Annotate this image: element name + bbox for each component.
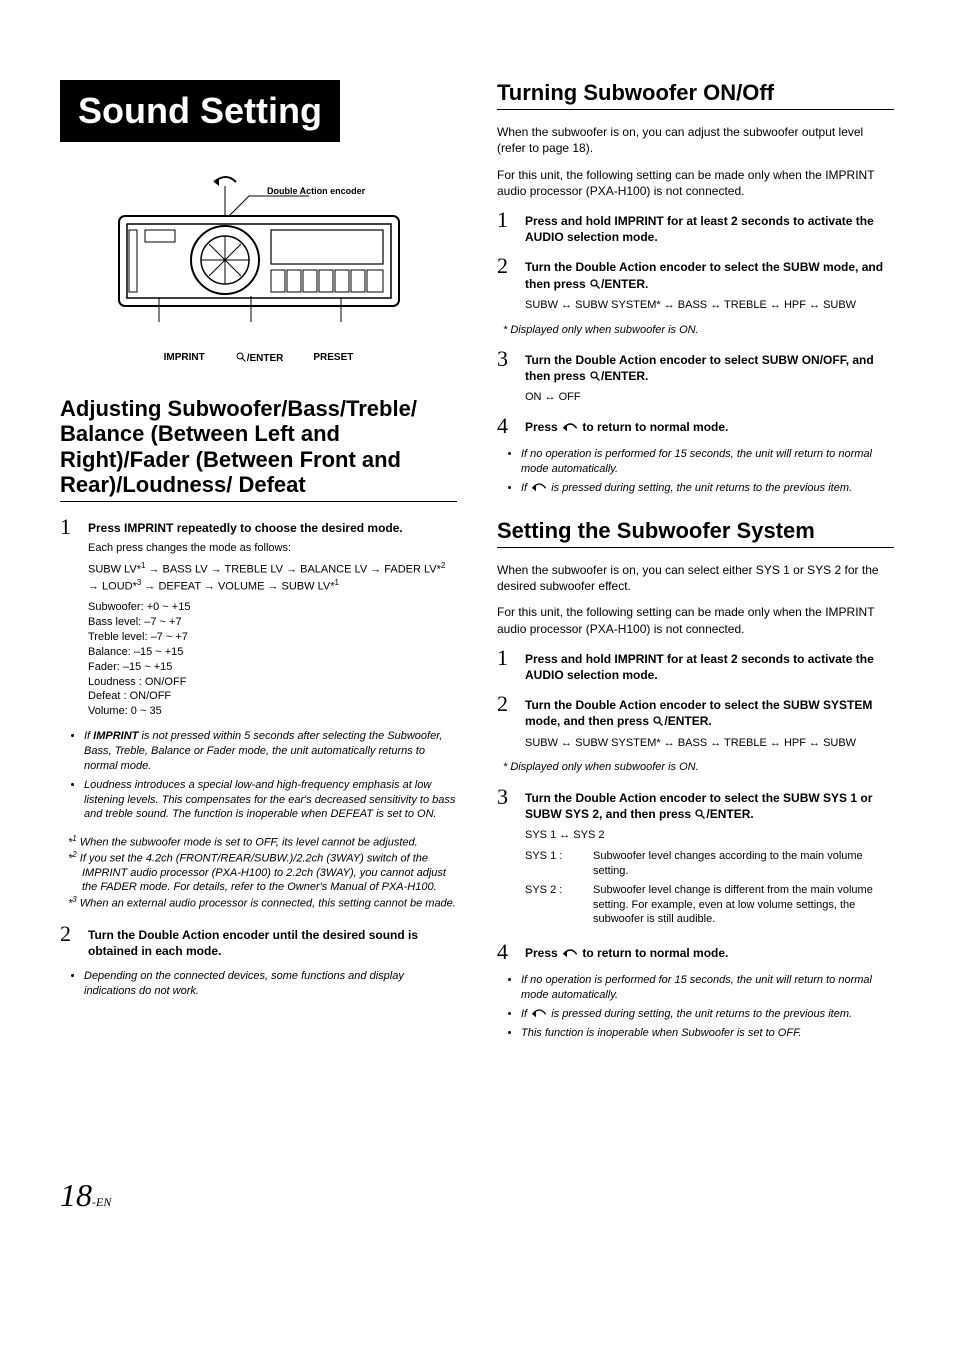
- step-title: Press to return to normal mode.: [525, 941, 894, 963]
- device-diagram: Double Action encoder: [60, 172, 457, 366]
- rightB-step-1: 1 Press and hold IMPRINT for at least 2 …: [497, 647, 894, 683]
- rightA-step-1: 1 Press and hold IMPRINT for at least 2 …: [497, 209, 894, 245]
- rightB-notes: If no operation is performed for 15 seco…: [497, 973, 894, 1040]
- back-arrow-icon: [530, 1007, 548, 1019]
- note-item: If IMPRINT is not pressed within 5 secon…: [84, 729, 457, 774]
- footnote-item: *1 When the subwoofer mode is set to OFF…: [68, 834, 457, 850]
- back-arrow-icon: [530, 481, 548, 493]
- diagram-bottom-labels: IMPRINT /ENTER PRESET: [60, 351, 457, 366]
- step-body: Turn the Double Action encoder to select…: [525, 693, 894, 750]
- back-arrow-icon: [561, 947, 579, 959]
- step-number: 3: [497, 786, 515, 931]
- rightB-step-4: 4 Press to return to normal mode.: [497, 941, 894, 963]
- range-list: Subwoofer: +0 ~ +15 Bass level: –7 ~ +7 …: [88, 600, 457, 719]
- def-val: Subwoofer level change is different from…: [593, 883, 894, 928]
- step-body: Turn the Double Action encoder until the…: [88, 923, 457, 959]
- step-number: 1: [497, 647, 515, 683]
- left-column: Sound Setting Double Action encoder: [60, 80, 457, 1053]
- mode-sequence: SUBW LV*1 → BASS LV → TREBLE LV → BALANC…: [88, 561, 457, 594]
- def-key: SYS 2 :: [525, 883, 583, 928]
- step-body: Turn the Double Action encoder to select…: [525, 786, 894, 931]
- note-item: This function is inoperable when Subwoof…: [521, 1026, 894, 1041]
- step-body: Turn the Double Action encoder to select…: [525, 255, 894, 312]
- mode-sequence: SUBW ↔ SUBW SYSTEM* ↔ BASS ↔ TREBLE ↔ HP…: [525, 298, 894, 313]
- footnote-item: *2 If you set the 4.2ch (FRONT/REAR/SUBW…: [68, 850, 457, 895]
- back-arrow-icon: [561, 421, 579, 433]
- def-val: Subwoofer level changes according to the…: [593, 849, 894, 879]
- rightA-heading: Turning Subwoofer ON/Off: [497, 80, 894, 110]
- note-item: If is pressed during setting, the unit r…: [521, 1007, 894, 1022]
- mode-sequence: SYS 1 ↔ SYS 2: [525, 828, 894, 843]
- magnify-icon: [235, 351, 247, 363]
- diagram-label-imprint: IMPRINT: [164, 351, 205, 366]
- note-item: Depending on the connected devices, some…: [84, 969, 457, 999]
- rightA-step-3: 3 Turn the Double Action encoder to sele…: [497, 348, 894, 405]
- rightA-intro2: For this unit, the following setting can…: [497, 167, 894, 199]
- page-columns: Sound Setting Double Action encoder: [60, 80, 894, 1053]
- magnify-icon: [589, 278, 601, 290]
- left-footnotes: *1 When the subwoofer mode is set to OFF…: [60, 834, 457, 910]
- step-title: Turn the Double Action encoder to select…: [525, 790, 894, 822]
- step-title: Turn the Double Action encoder to select…: [525, 697, 894, 729]
- step-number: 3: [497, 348, 515, 405]
- page-number-value: 18: [60, 1177, 92, 1213]
- sys1-row: SYS 1 : Subwoofer level changes accordin…: [525, 849, 894, 879]
- magnify-icon: [589, 370, 601, 382]
- step-title: Press IMPRINT repeatedly to choose the d…: [88, 520, 457, 536]
- step-number: 2: [497, 255, 515, 312]
- mode-sequence: ON ↔ OFF: [525, 390, 894, 405]
- magnify-icon: [694, 808, 706, 820]
- step-title: Turn the Double Action encoder to select…: [525, 352, 894, 384]
- note-item: If no operation is performed for 15 seco…: [521, 973, 894, 1003]
- def-key: SYS 1 :: [525, 849, 583, 879]
- rightA-notes: If no operation is performed for 15 seco…: [497, 447, 894, 496]
- page-number: 18-EN: [60, 1173, 894, 1218]
- diagram-label-enter: /ENTER: [235, 351, 284, 366]
- left-section-heading: Adjusting Subwoofer/Bass/Treble/ Balance…: [60, 396, 457, 502]
- step-title: Press and hold IMPRINT for at least 2 se…: [525, 647, 894, 683]
- step-title: Press and hold IMPRINT for at least 2 se…: [525, 209, 894, 245]
- rightB-heading: Setting the Subwoofer System: [497, 518, 894, 548]
- step-body: Turn the Double Action encoder to select…: [525, 348, 894, 405]
- page-title: Sound Setting: [60, 80, 340, 142]
- step-title: Turn the Double Action encoder to select…: [525, 259, 894, 291]
- rightA-intro1: When the subwoofer is on, you can adjust…: [497, 124, 894, 156]
- sys2-row: SYS 2 : Subwoofer level change is differ…: [525, 883, 894, 928]
- right-column: Turning Subwoofer ON/Off When the subwoo…: [497, 80, 894, 1053]
- rightA-step-2: 2 Turn the Double Action encoder to sele…: [497, 255, 894, 312]
- left-step-1: 1 Press IMPRINT repeatedly to choose the…: [60, 516, 457, 719]
- rightB-step-2: 2 Turn the Double Action encoder to sele…: [497, 693, 894, 750]
- step-title: Press to return to normal mode.: [525, 415, 894, 437]
- magnify-icon: [652, 715, 664, 727]
- step-sub: Each press changes the mode as follows:: [88, 541, 457, 556]
- diag-top-label-text: Double Action encoder: [267, 186, 366, 196]
- rightA-asterisk: * Displayed only when subwoofer is ON.: [503, 323, 894, 338]
- left-notes-1: If IMPRINT is not pressed within 5 secon…: [60, 729, 457, 822]
- rightA-step-4: 4 Press to return to normal mode.: [497, 415, 894, 437]
- rightB-intro2: For this unit, the following setting can…: [497, 604, 894, 636]
- rightB-intro1: When the subwoofer is on, you can select…: [497, 562, 894, 594]
- step-number: 4: [497, 415, 515, 437]
- step-number: 4: [497, 941, 515, 963]
- note-item: If is pressed during setting, the unit r…: [521, 481, 894, 496]
- step-number: 1: [497, 209, 515, 245]
- step-title: Turn the Double Action encoder until the…: [88, 927, 457, 959]
- device-outline-icon: Double Action encoder: [109, 172, 409, 342]
- step-number: 2: [60, 923, 78, 959]
- step-body: Press IMPRINT repeatedly to choose the d…: [88, 516, 457, 719]
- left-notes-2: Depending on the connected devices, some…: [60, 969, 457, 999]
- rightB-step-3: 3 Turn the Double Action encoder to sele…: [497, 786, 894, 931]
- left-step-2: 2 Turn the Double Action encoder until t…: [60, 923, 457, 959]
- rightB-asterisk: * Displayed only when subwoofer is ON.: [503, 760, 894, 775]
- step-number: 2: [497, 693, 515, 750]
- note-item: If no operation is performed for 15 seco…: [521, 447, 894, 477]
- mode-sequence: SUBW ↔ SUBW SYSTEM* ↔ BASS ↔ TREBLE ↔ HP…: [525, 736, 894, 751]
- page-number-suffix: -EN: [92, 1195, 111, 1209]
- diagram-label-preset: PRESET: [313, 351, 353, 366]
- step-number: 1: [60, 516, 78, 719]
- note-item: Loudness introduces a special low-and hi…: [84, 778, 457, 823]
- footnote-item: *3 When an external audio processor is c…: [68, 895, 457, 911]
